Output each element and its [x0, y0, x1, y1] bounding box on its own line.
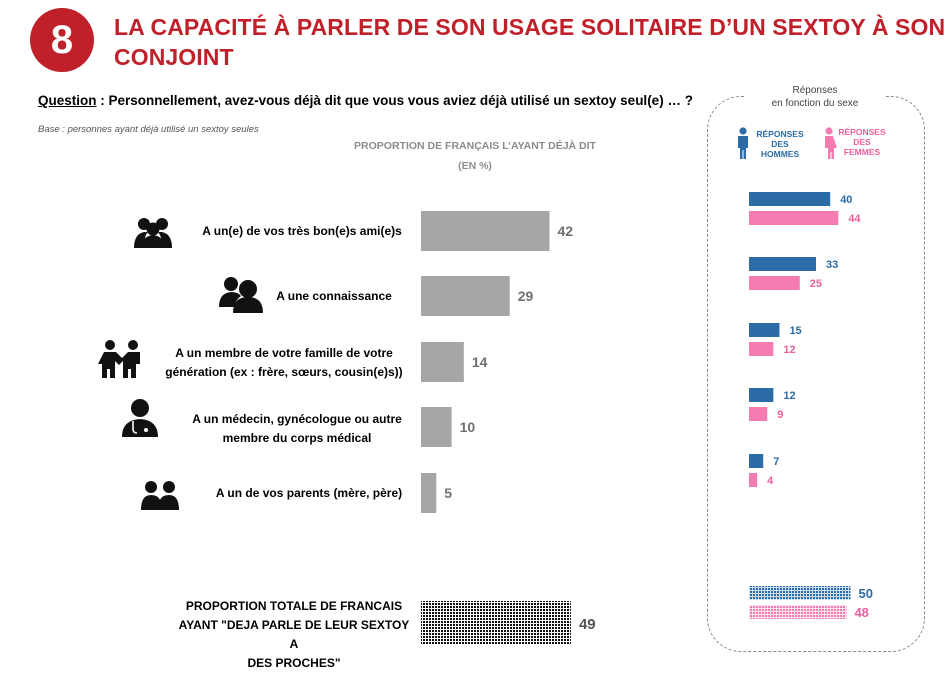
men-bar-1: [749, 257, 816, 271]
category-label-line2: membre du corps médical: [222, 431, 372, 445]
main-bar-series: [421, 211, 550, 513]
women-value-2: 12: [783, 344, 795, 356]
question-label: Question: [38, 93, 97, 108]
legend-men-line3: HOMMES: [760, 149, 800, 159]
category-label-friends: A un(e) de vos très bon(e)s ami(e)s: [186, 222, 418, 241]
category-label-doctor: A un médecin, gynécologue ou autre membr…: [176, 410, 418, 448]
legend-women-line2: DES: [853, 137, 871, 147]
main-value-0: 42: [558, 223, 574, 239]
women-bar-4: [749, 473, 758, 487]
category-label-line1: A un médecin, gynécologue ou autre: [192, 412, 402, 426]
legend-men-line2: DES: [771, 139, 789, 149]
men-value-3: 12: [783, 390, 795, 402]
women-value-3: 9: [777, 409, 783, 421]
legend-women-label: RÉPONSES DES FEMMES: [834, 127, 890, 157]
main-value-2: 14: [472, 354, 488, 370]
category-label-line1: A un membre de votre famille de votre: [175, 346, 393, 360]
men-bar-4: [749, 454, 764, 468]
category-label-line2: génération (ex : frère, sœurs, cousin(e)…: [165, 365, 403, 379]
main-value-1: 29: [518, 288, 534, 304]
gender-panel-title-line1: Réponses: [792, 85, 838, 96]
doctor-icon: [122, 399, 158, 437]
total-bar: [421, 601, 571, 645]
women-bar-1: [749, 276, 800, 290]
women-bar-0: [749, 211, 839, 225]
total-label-line1: PROPORTION TOTALE DE FRANCAIS: [185, 599, 403, 613]
men-value-1: 33: [826, 259, 838, 271]
legend-women-line1: RÉPONSES: [838, 127, 886, 137]
total-label-line2: AYANT "DEJA PARLE DE LEUR SEXTOY A: [178, 618, 410, 651]
total-value-label: 49: [579, 616, 596, 633]
gender-panel-title-line2: en fonction du sexe: [771, 98, 859, 109]
main-bar-0: [421, 211, 550, 251]
main-value-labels: 42 29 14 10 5: [444, 223, 573, 501]
main-bar-1: [421, 276, 510, 316]
legend-men-label: RÉPONSES DES HOMMES: [752, 129, 808, 159]
legend-women-line3: FEMMES: [843, 147, 881, 157]
men-total-bar: [749, 586, 851, 600]
gender-bar-series: [749, 192, 839, 487]
men-total-value: 50: [859, 586, 873, 601]
category-label-line1: A une connaissance: [276, 289, 392, 303]
main-bar-3: [421, 407, 452, 447]
woman-icon: [825, 127, 837, 159]
men-bar-2: [749, 323, 780, 337]
siblings-icon: [98, 340, 140, 378]
legend-men-line1: RÉPONSES: [756, 129, 804, 139]
category-label-line1: A un(e) de vos très bon(e)s ami(e)s: [202, 224, 402, 238]
main-value-3: 10: [460, 419, 476, 435]
question-body: : Personnellement, avez-vous déjà dit qu…: [96, 93, 693, 108]
category-label-parents: A un de vos parents (mère, père): [200, 484, 418, 503]
chart-title-line2: (EN %): [458, 160, 492, 172]
men-bar-0: [749, 192, 831, 206]
main-bar-4: [421, 473, 437, 513]
chart-title: PROPORTION DE FRANÇAIS L’AYANT DÉJÀ DIT …: [330, 136, 620, 176]
women-value-4: 4: [767, 475, 774, 487]
women-total-bar: [749, 605, 847, 619]
page-title-line2: CONJOINT: [114, 44, 234, 70]
chart-title-line1: PROPORTION DE FRANÇAIS L’AYANT DÉJÀ DIT: [354, 140, 596, 152]
men-value-4: 7: [773, 456, 779, 468]
question-text: Question : Personnellement, avez-vous dé…: [38, 93, 693, 108]
section-number-badge: 8: [30, 8, 94, 72]
women-value-0: 44: [848, 213, 861, 225]
category-label-line1: A un de vos parents (mère, père): [215, 486, 403, 500]
acquaintance-icon: [219, 277, 263, 313]
main-value-4: 5: [444, 485, 452, 501]
women-total-value: 48: [854, 605, 868, 620]
men-bar-3: [749, 388, 774, 402]
page-title-line1: LA CAPACITÉ À PARLER DE SON USAGE SOLITA…: [114, 14, 945, 40]
men-value-0: 40: [840, 194, 852, 206]
man-icon: [738, 127, 748, 159]
base-note: Base : personnes ayant déjà utilisé un s…: [38, 124, 259, 135]
category-label-family: A un membre de votre famille de votre gé…: [150, 344, 418, 382]
women-bar-3: [749, 407, 768, 421]
parents-icon: [141, 481, 179, 510]
women-value-1: 25: [810, 278, 822, 290]
men-value-2: 15: [789, 325, 801, 337]
friends-group-icon: [134, 218, 172, 248]
gender-panel-title: Réponses en fonction du sexe: [745, 84, 885, 110]
category-label-acquaintance: A une connaissance: [250, 287, 418, 306]
main-bar-2: [421, 342, 464, 382]
women-bar-2: [749, 342, 774, 356]
